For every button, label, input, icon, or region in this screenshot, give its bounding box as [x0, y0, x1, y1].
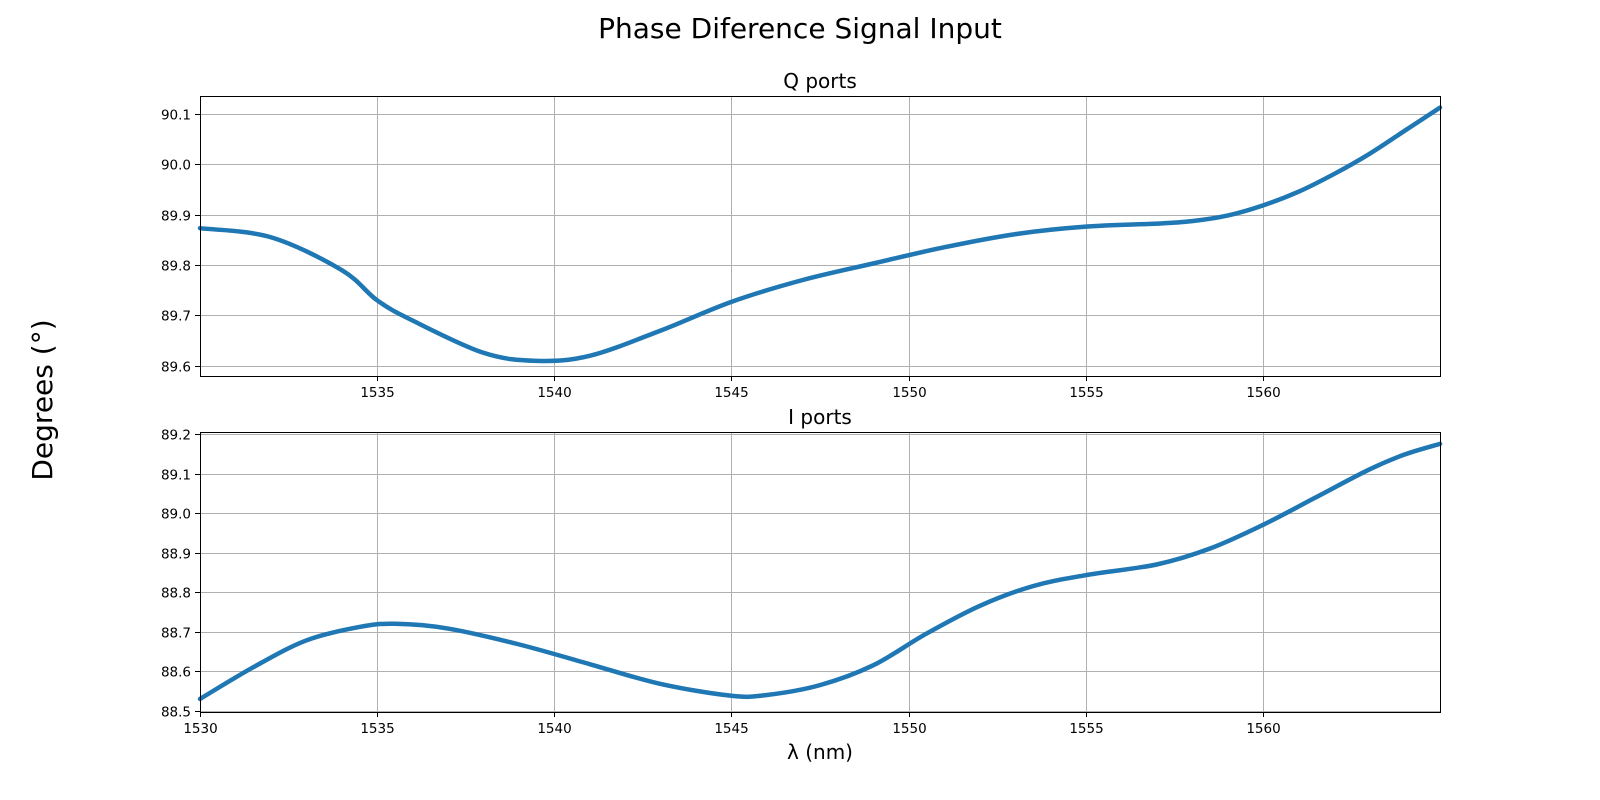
- i-ports-y-tick-label: 88.6: [161, 665, 191, 681]
- q-ports-x-tick-label: 1540: [537, 385, 571, 401]
- q-ports-x-tick-label: 1560: [1246, 385, 1280, 401]
- i-ports-line: [197, 441, 1443, 702]
- i-ports-y-tick-label: 88.7: [161, 626, 191, 642]
- q-ports-title: Q ports: [783, 69, 857, 93]
- i-ports-y-tick-label: 89.1: [161, 468, 191, 484]
- shared-y-axis-label: Degrees (°): [26, 319, 59, 480]
- q-ports-y-tick-label: 89.7: [161, 309, 191, 325]
- i-ports-y-tick-label: 88.9: [161, 547, 191, 563]
- i-ports-x-tick-label: 1540: [537, 721, 571, 737]
- i-ports-title: I ports: [788, 405, 852, 429]
- q-ports-x-ticks: 1535 1540 1545 1550 1555 1560: [360, 376, 1281, 401]
- i-ports-y-tick-label: 89.2: [161, 428, 191, 444]
- q-ports-axes-frame: [200, 96, 1441, 377]
- i-ports-x-tick-label: 1555: [1069, 721, 1103, 737]
- i-ports-axes-frame: [200, 432, 1441, 713]
- i-ports-x-tick-label: 1535: [360, 721, 394, 737]
- i-ports-plot: I ports 1530 1535 1540 1545 1550 1555 1560 88.…: [161, 405, 1443, 764]
- q-ports-y-tick-label: 90.0: [161, 158, 191, 174]
- q-ports-y-ticks: 89.6 89.7 89.8 89.9 90.0 90.1: [161, 108, 200, 376]
- x-axis-label: λ (nm): [787, 740, 853, 764]
- i-ports-x-tick-label: 1545: [714, 721, 748, 737]
- figure-title: Phase Diference Signal Input: [598, 12, 1002, 45]
- i-ports-y-tick-label: 88.5: [161, 705, 191, 721]
- q-ports-line: [197, 105, 1443, 364]
- q-ports-x-tick-label: 1545: [714, 385, 748, 401]
- q-ports-plot: Q ports 1535 1540 1545 1550 1555 1560 89.689.…: [161, 69, 1443, 401]
- q-ports-x-tick-label: 1535: [360, 385, 394, 401]
- i-ports-x-ticks: 1530 1535 1540 1545 1550 1555 1560: [183, 712, 1281, 737]
- q-ports-y-tick-label: 89.9: [161, 209, 191, 225]
- q-ports-x-tick-label: 1550: [892, 385, 926, 401]
- i-ports-y-tick-label: 89.0: [161, 507, 191, 523]
- i-ports-x-tick-label: 1530: [183, 721, 217, 737]
- i-ports-y-ticks: 88.5 88.6 88.7 88.8 88.9 89.0 89.1 89.2: [161, 428, 200, 721]
- i-ports-y-tick-label: 88.8: [161, 586, 191, 602]
- q-ports-y-tick-label: 89.8: [161, 259, 191, 275]
- q-ports-x-tick-label: 1555: [1069, 385, 1103, 401]
- q-ports-y-tick-label: 90.1: [161, 108, 191, 124]
- q-ports-grid: [200, 96, 1440, 376]
- i-ports-x-tick-label: 1560: [1246, 721, 1280, 737]
- i-ports-grid: [200, 432, 1440, 712]
- i-ports-x-tick-label: 1550: [892, 721, 926, 737]
- q-ports-y-tick-label: 89.6: [161, 360, 191, 376]
